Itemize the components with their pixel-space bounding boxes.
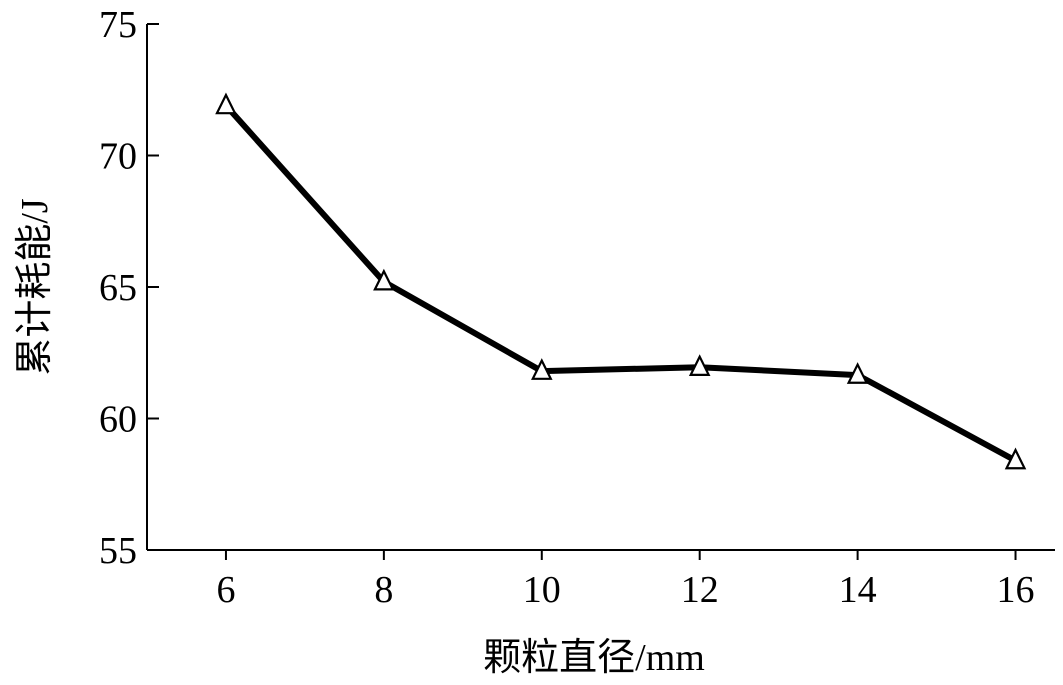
data-point-marker (531, 358, 553, 380)
axes (146, 24, 1055, 551)
ticks: 55 60 65 70 75 6 8 10 12 14 16 (99, 4, 1035, 611)
data-point-marker (373, 268, 395, 291)
series (215, 92, 1027, 470)
y-tick-label: 65 (99, 267, 137, 309)
data-point-marker (688, 354, 711, 376)
y-tick-label: 55 (99, 530, 137, 572)
y-tick-label: 60 (99, 399, 137, 441)
x-axis-label: 颗粒直径/mm (483, 637, 705, 679)
series-line (222, 102, 1019, 464)
x-tick-label: 10 (523, 569, 561, 611)
x-tick-label: 14 (839, 569, 877, 611)
data-point-marker (1004, 447, 1027, 470)
data-point-marker (846, 362, 869, 384)
y-tick-label: 70 (99, 136, 137, 178)
y-axis-label: 累计耗能/J (14, 198, 56, 375)
data-point-marker (215, 92, 237, 115)
x-tick-label: 6 (216, 569, 235, 611)
y-tick-label: 75 (99, 4, 137, 46)
x-tick-label: 8 (374, 569, 393, 611)
x-tick-label: 12 (681, 569, 719, 611)
x-tick-label: 16 (997, 569, 1035, 611)
